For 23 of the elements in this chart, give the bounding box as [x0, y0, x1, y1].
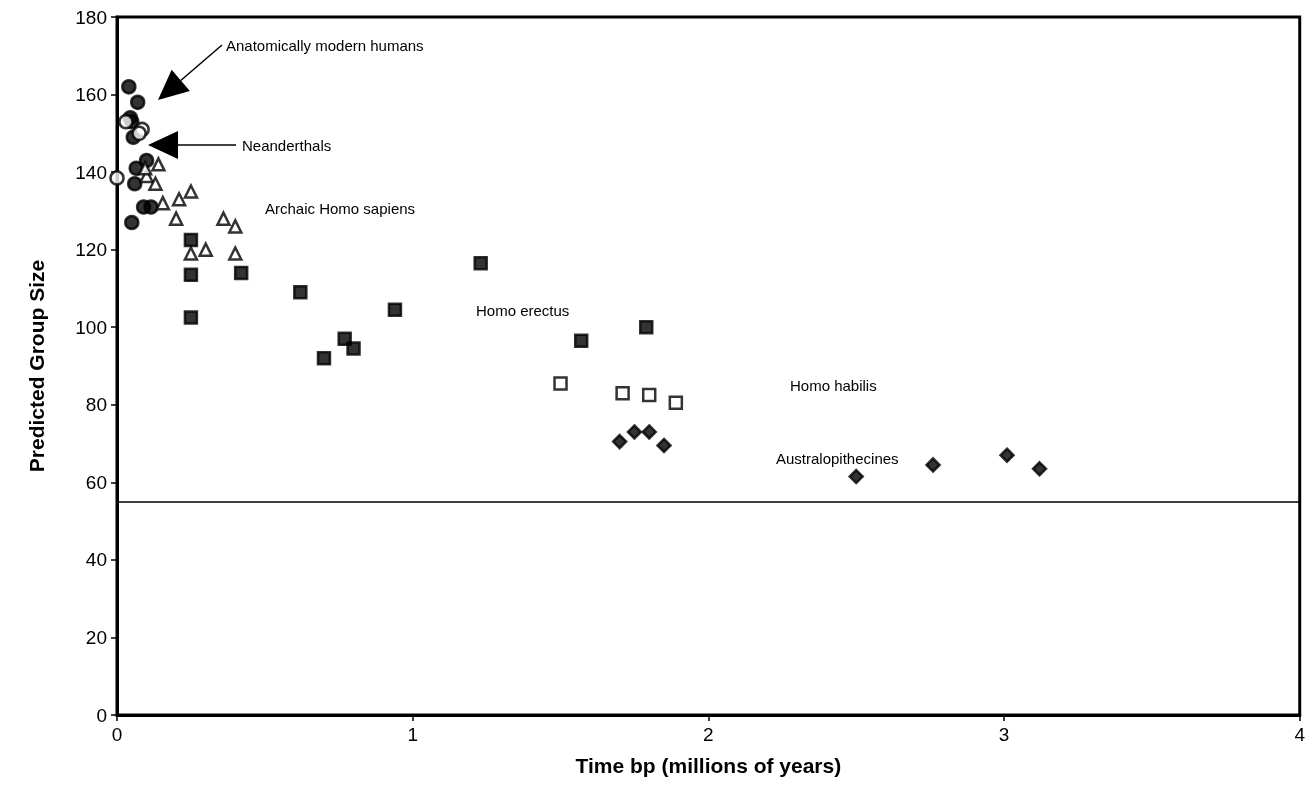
y-tick-label: 80	[85, 394, 107, 416]
y-tick-label: 160	[75, 84, 107, 106]
annotation: Archaic Homo sapiens	[265, 199, 416, 217]
annotation: Australopithecines	[776, 449, 899, 467]
x-tick-label: 0	[111, 724, 123, 745]
annotation: Anatomically modern humans	[226, 36, 424, 54]
y-tick-label: 180	[75, 6, 107, 28]
y-tick-label: 100	[75, 316, 107, 338]
y-tick-label: 120	[75, 239, 107, 261]
annotation: Homo erectus	[476, 301, 570, 319]
x-tick-label: 1	[407, 724, 418, 745]
y-tick-label: 60	[85, 471, 107, 493]
y-tick-label: 140	[75, 161, 107, 183]
y-tick-label: 40	[85, 549, 107, 571]
y-tick-label: 20	[85, 626, 107, 648]
annotation: Neanderthals	[242, 136, 332, 154]
x-tick-label: 2	[703, 724, 714, 745]
y-tick-label: 0	[96, 704, 107, 726]
x-tick-label: 4	[1294, 724, 1306, 745]
y-axis-title: Predicted Group Size	[25, 259, 48, 473]
x-axis-title: Time bp (millions of years)	[575, 754, 842, 777]
annotation: Homo habilis	[790, 376, 877, 394]
x-tick-label: 3	[998, 724, 1010, 745]
